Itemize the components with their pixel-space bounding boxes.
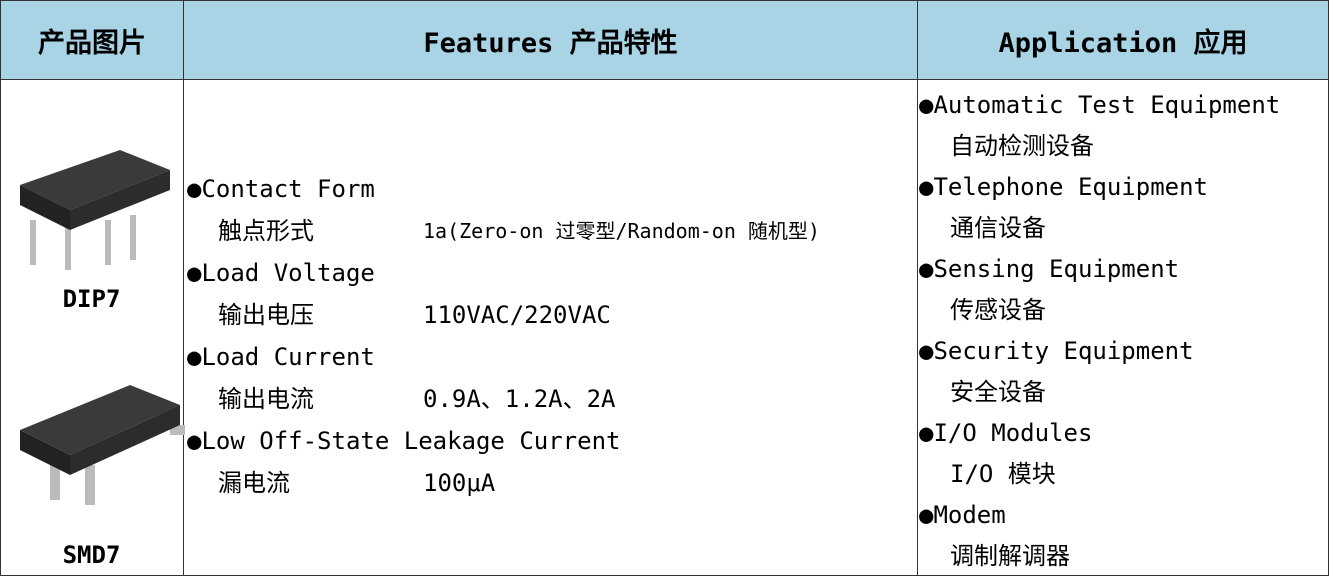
application-name-cn: 通信设备 — [950, 214, 1046, 242]
header-cell: 产品图片 — [0, 0, 184, 80]
application-name: ●Sensing Equipment — [919, 255, 1180, 283]
feature-name-cn: 输出电压 — [218, 301, 314, 329]
dip7-image — [20, 150, 170, 270]
feature-value: 100μA — [423, 469, 496, 497]
application-name-cn: I/O 模块 — [950, 460, 1056, 488]
application-name: ●I/O Modules — [919, 419, 1093, 447]
product-label: DIP7 — [62, 285, 121, 313]
header-cell: Application 应用 — [917, 0, 1329, 80]
feature-name: ●Load Voltage — [187, 259, 375, 287]
application-name: ●Modem — [919, 501, 1006, 529]
border — [0, 0, 1, 576]
application-name: ●Telephone Equipment — [919, 173, 1208, 201]
header-cell: Features 产品特性 — [183, 0, 918, 80]
feature-value: 1a(Zero-on 过零型/Random-on 随机型) — [423, 219, 820, 243]
feature-value: 0.9A、1.2A、2A — [423, 385, 616, 413]
application-name: ●Security Equipment — [919, 337, 1194, 365]
header-text: 产品图片 — [38, 27, 146, 59]
header-text: Application 应用 — [998, 27, 1248, 59]
header-text: Features 产品特性 — [423, 27, 678, 59]
application-name: ●Automatic Test Equipment — [919, 91, 1281, 119]
feature-name-cn: 漏电流 — [218, 469, 290, 497]
application-name-cn: 传感设备 — [950, 296, 1046, 324]
product-label: SMD7 — [62, 541, 121, 569]
feature-name: ●Load Current — [187, 343, 375, 371]
application-name-cn: 调制解调器 — [950, 542, 1070, 570]
feature-name-cn: 输出电流 — [218, 385, 314, 413]
application-name-cn: 安全设备 — [950, 378, 1046, 406]
border — [183, 0, 184, 576]
feature-name: ●Contact Form — [187, 175, 375, 203]
application-name-cn: 自动检测设备 — [950, 132, 1094, 160]
feature-name-cn: 触点形式 — [218, 217, 314, 245]
feature-value: 110VAC/220VAC — [423, 301, 611, 329]
border — [917, 0, 918, 576]
feature-name: ●Low Off-State Leakage Current — [187, 427, 621, 455]
smd7-image — [20, 385, 185, 505]
